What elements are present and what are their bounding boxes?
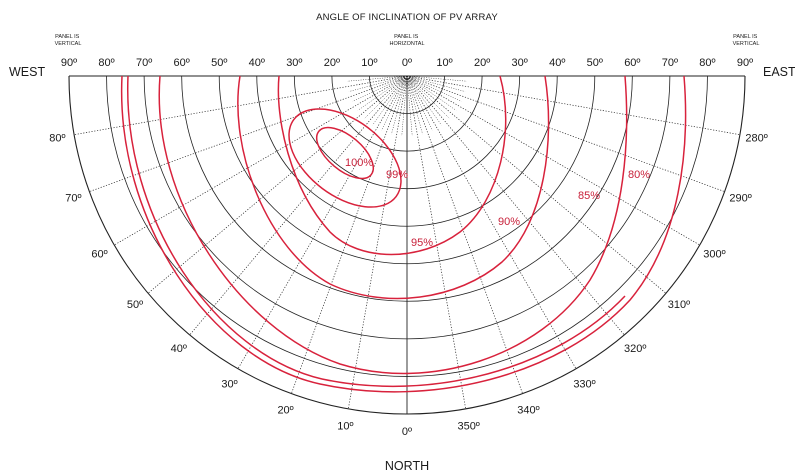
azimuth-label: 330º	[573, 378, 595, 390]
azimuth-label: 20º	[277, 405, 293, 417]
azimuth-spoke-fine	[391, 75, 408, 135]
azimuth-spoke	[291, 75, 408, 394]
azimuth-label: 0º	[402, 426, 412, 438]
tilt-label: 10º	[436, 57, 452, 69]
contour-80b	[127, 75, 626, 388]
tilt-label: 60º	[624, 57, 640, 69]
azimuth-spoke	[114, 75, 408, 246]
efficiency-label-90: 90%	[498, 216, 520, 228]
tilt-label: 30º	[286, 57, 302, 69]
efficiency-contours	[120, 75, 687, 393]
azimuth-spoke-fine	[406, 75, 462, 102]
efficiency-label-100: 100%	[345, 157, 373, 169]
azimuth-spoke	[147, 75, 408, 294]
panel-vertical-note-left: PANEL IS VERTICAL	[55, 34, 82, 47]
tilt-label: 60º	[174, 57, 190, 69]
azimuth-spoke-fine	[372, 75, 408, 126]
azimuth-spoke-fine	[406, 75, 467, 82]
contour-100	[316, 126, 374, 180]
tilt-label: 50º	[211, 57, 227, 69]
tilt-label: 80º	[98, 57, 114, 69]
efficiency-label-80: 80%	[628, 169, 650, 181]
panel-horizontal-note: PANEL IS HORIZONTAL	[389, 34, 424, 47]
contour-99	[288, 108, 402, 208]
azimuth-spoke-fine	[348, 75, 408, 92]
contour-90	[237, 75, 550, 300]
azimuth-label: 50º	[127, 299, 143, 311]
tilt-label: 10º	[361, 57, 377, 69]
azimuth-label: 30º	[221, 378, 237, 390]
azimuth-label: 60º	[91, 249, 107, 261]
azimuth-label: 350º	[457, 421, 479, 433]
azimuth-label: 290º	[729, 192, 751, 204]
tilt-label: 90º	[737, 57, 753, 69]
azimuth-spoke-fine	[352, 75, 408, 102]
azimuth-label: 80º	[49, 133, 65, 145]
azimuth-spoke-fine	[381, 75, 408, 131]
azimuth-spoke-fine	[406, 75, 466, 92]
azimuth-label: 40º	[171, 343, 187, 355]
azimuth-spoke	[406, 75, 700, 246]
north-label: NORTH	[385, 459, 429, 473]
tilt-label: 40º	[249, 57, 265, 69]
azimuth-label: 280º	[745, 133, 767, 145]
azimuth-spoke	[406, 75, 740, 136]
east-label: EAST	[763, 65, 795, 79]
azimuth-spoke	[189, 75, 408, 336]
tilt-label: 70º	[662, 57, 678, 69]
azimuth-spoke-fine	[406, 75, 450, 119]
polar-grid	[68, 75, 746, 415]
contour-80	[120, 75, 687, 393]
azimuth-spoke-fine	[406, 75, 433, 131]
azimuth-spoke	[406, 75, 725, 192]
diagram-title: ANGLE OF INCLINATION OF PV ARRAY	[316, 12, 498, 23]
azimuth-spoke	[406, 75, 577, 369]
azimuth-spoke-fine	[401, 75, 408, 136]
tilt-label: 80º	[699, 57, 715, 69]
azimuth-label: 310º	[668, 299, 690, 311]
azimuth-label: 10º	[337, 421, 353, 433]
tilt-label: 50º	[587, 57, 603, 69]
tilt-label: 30º	[512, 57, 528, 69]
tilt-label: 90º	[61, 57, 77, 69]
tilt-scale: 90º 80º 70º 60º 50º 40º 30º 20º 10º 0º 10º 20º 30º 40…	[61, 57, 753, 69]
azimuth-spoke-fine	[357, 75, 408, 111]
azimuth-spoke	[406, 75, 523, 394]
panel-vertical-note-right: PANEL IS VERTICAL	[733, 34, 760, 47]
azimuth-label: 300º	[703, 249, 725, 261]
contour-85	[158, 75, 628, 375]
tilt-label: 0º	[402, 57, 412, 69]
tilt-label: 20º	[474, 57, 490, 69]
west-label: WEST	[9, 65, 45, 79]
tilt-label: 70º	[136, 57, 152, 69]
contour-95	[277, 75, 507, 256]
azimuth-spoke	[406, 75, 667, 294]
azimuth-label: 70º	[65, 192, 81, 204]
azimuth-scale: 280º 290º 300º 310º 320º 330º 340º 350º 0º 10º 20º…	[49, 133, 768, 438]
azimuth-spoke	[89, 75, 408, 192]
azimuth-spoke	[406, 75, 467, 409]
azimuth-label: 340º	[517, 405, 539, 417]
azimuth-spoke-fine	[406, 75, 423, 135]
azimuth-spoke	[74, 75, 408, 136]
azimuth-label: 320º	[624, 343, 646, 355]
azimuth-spoke-fine	[406, 75, 457, 111]
tilt-label: 40º	[549, 57, 565, 69]
efficiency-label-99: 99%	[386, 169, 408, 181]
azimuth-spoke-fine	[406, 75, 413, 136]
efficiency-label-85: 85%	[578, 190, 600, 202]
azimuth-spoke-fine	[364, 75, 408, 119]
azimuth-spoke	[347, 75, 408, 409]
azimuth-spoke-fine	[406, 75, 442, 126]
azimuth-spoke	[406, 75, 625, 336]
azimuth-spoke-fine	[347, 75, 408, 82]
efficiency-label-95: 95%	[411, 237, 433, 249]
tilt-label: 20º	[324, 57, 340, 69]
